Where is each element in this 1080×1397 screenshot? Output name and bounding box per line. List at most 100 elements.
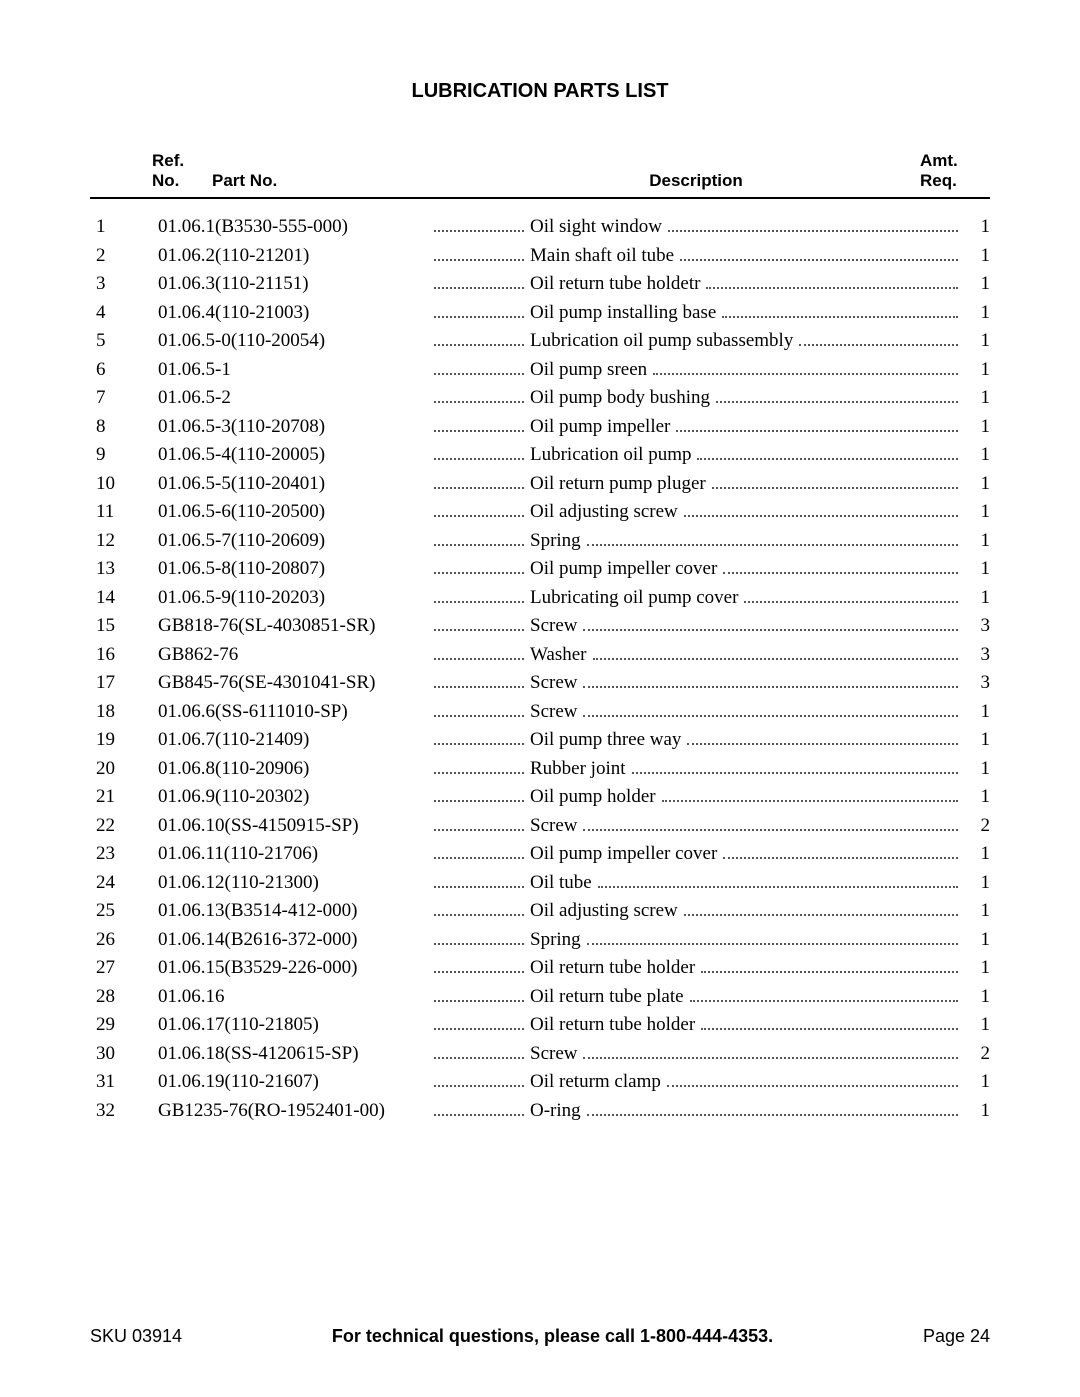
cell-description: Screw xyxy=(528,612,579,641)
header-amt-line2: Req. xyxy=(920,171,990,191)
page: LUBRICATION PARTS LIST Ref. No. Part No.… xyxy=(0,0,1080,1397)
cell-description: Screw xyxy=(528,669,579,698)
leader-dots-right xyxy=(723,562,958,574)
leader-dots-left xyxy=(434,533,524,545)
cell-part-no: 01.06.7(110-21409) xyxy=(158,726,430,755)
leader-dots-left xyxy=(434,334,524,346)
cell-description-wrap: Washer xyxy=(430,641,962,670)
table-row: 301.06.3(110-21151)Oil return tube holde… xyxy=(90,270,990,299)
cell-description-wrap: Lubrication oil pump subassembly xyxy=(430,327,962,356)
cell-ref: 16 xyxy=(90,641,158,670)
cell-ref: 15 xyxy=(90,612,158,641)
table-row: 601.06.5-1Oil pump sreen1 xyxy=(90,356,990,385)
cell-description-wrap: Screw xyxy=(430,698,962,727)
cell-description-wrap: Oil returm clamp xyxy=(430,1068,962,1097)
cell-amount: 1 xyxy=(962,783,990,812)
table-row: 2701.06.15(B3529-226-000)Oil return tube… xyxy=(90,954,990,983)
cell-description: Oil pump installing base xyxy=(528,299,718,328)
cell-part-no: 01.06.6(SS-6111010-SP) xyxy=(158,698,430,727)
cell-description: Main shaft oil tube xyxy=(528,242,676,271)
leader-dots-right xyxy=(723,847,958,859)
leader-dots-right xyxy=(667,1075,958,1087)
leader-dots-left xyxy=(434,761,524,773)
leader-dots-right xyxy=(799,334,958,346)
cell-amount: 1 xyxy=(962,413,990,442)
header-ref-line2: No. xyxy=(152,171,212,191)
table-row: 2101.06.9(110-20302)Oil pump holder1 xyxy=(90,783,990,812)
cell-amount: 1 xyxy=(962,327,990,356)
cell-description-wrap: Oil return tube holder xyxy=(430,954,962,983)
cell-ref: 22 xyxy=(90,812,158,841)
cell-description-wrap: Oil return tube plate xyxy=(430,983,962,1012)
table-row: 17GB845-76(SE-4301041-SR)Screw3 xyxy=(90,669,990,698)
header-ref: Ref. No. xyxy=(152,151,212,191)
cell-amount: 1 xyxy=(962,555,990,584)
cell-description: Oil sight window xyxy=(528,213,664,242)
cell-ref: 20 xyxy=(90,755,158,784)
cell-description: Oil pump impeller cover xyxy=(528,840,719,869)
cell-ref: 24 xyxy=(90,869,158,898)
leader-dots-left xyxy=(434,1075,524,1087)
leader-dots-right xyxy=(653,362,958,374)
leader-dots-left xyxy=(434,448,524,460)
cell-description: Oil return tube holdetr xyxy=(528,270,702,299)
table-row: 15GB818-76(SL-4030851-SR)Screw3 xyxy=(90,612,990,641)
cell-ref: 4 xyxy=(90,299,158,328)
cell-description-wrap: Lubrication oil pump xyxy=(430,441,962,470)
cell-part-no: 01.06.19(110-21607) xyxy=(158,1068,430,1097)
leader-dots-right xyxy=(587,932,958,944)
cell-part-no: 01.06.12(110-21300) xyxy=(158,869,430,898)
cell-ref: 6 xyxy=(90,356,158,385)
cell-amount: 3 xyxy=(962,612,990,641)
cell-part-no: 01.06.2(110-21201) xyxy=(158,242,430,271)
table-row: 1901.06.7(110-21409)Oil pump three way1 xyxy=(90,726,990,755)
cell-description-wrap: Rubber joint xyxy=(430,755,962,784)
cell-amount: 1 xyxy=(962,299,990,328)
table-row: 3001.06.18(SS-4120615-SP)Screw2 xyxy=(90,1040,990,1069)
leader-dots-left xyxy=(434,733,524,745)
table-row: 1301.06.5-8(110-20807)Oil pump impeller … xyxy=(90,555,990,584)
header-ref-line1: Ref. xyxy=(152,151,212,171)
table-row: 2501.06.13(B3514-412-000)Oil adjusting s… xyxy=(90,897,990,926)
cell-ref: 3 xyxy=(90,270,158,299)
leader-dots-left xyxy=(434,847,524,859)
cell-ref: 27 xyxy=(90,954,158,983)
leader-dots-left xyxy=(434,932,524,944)
cell-description-wrap: Oil adjusting screw xyxy=(430,498,962,527)
leader-dots-right xyxy=(687,733,958,745)
cell-ref: 10 xyxy=(90,470,158,499)
leader-dots-right xyxy=(706,277,958,289)
cell-ref: 21 xyxy=(90,783,158,812)
cell-part-no: 01.06.1(B3530-555-000) xyxy=(158,213,430,242)
cell-part-no: 01.06.13(B3514-412-000) xyxy=(158,897,430,926)
cell-description: Washer xyxy=(528,641,589,670)
cell-part-no: 01.06.9(110-20302) xyxy=(158,783,430,812)
leader-dots-right xyxy=(680,248,958,260)
leader-dots-right xyxy=(716,391,958,403)
leader-dots-left xyxy=(434,704,524,716)
leader-dots-right xyxy=(583,676,958,688)
cell-description: Spring xyxy=(528,527,583,556)
table-row: 2001.06.8(110-20906)Rubber joint1 xyxy=(90,755,990,784)
table-row: 1001.06.5-5(110-20401)Oil return pump pl… xyxy=(90,470,990,499)
leader-dots-right xyxy=(593,647,959,659)
leader-dots-left xyxy=(434,676,524,688)
cell-description-wrap: O-ring xyxy=(430,1097,962,1126)
leader-dots-left xyxy=(434,362,524,374)
leader-dots-left xyxy=(434,305,524,317)
cell-amount: 1 xyxy=(962,470,990,499)
cell-amount: 1 xyxy=(962,498,990,527)
cell-description-wrap: Screw xyxy=(430,612,962,641)
leader-dots-right xyxy=(668,220,958,232)
cell-ref: 5 xyxy=(90,327,158,356)
cell-ref: 2 xyxy=(90,242,158,271)
cell-description: Rubber joint xyxy=(528,755,628,784)
leader-dots-left xyxy=(434,391,524,403)
cell-part-no: 01.06.10(SS-4150915-SP) xyxy=(158,812,430,841)
leader-dots-right xyxy=(598,875,958,887)
cell-description-wrap: Screw xyxy=(430,669,962,698)
leader-dots-left xyxy=(434,1103,524,1115)
cell-description-wrap: Oil return pump pluger xyxy=(430,470,962,499)
cell-part-no: 01.06.5-8(110-20807) xyxy=(158,555,430,584)
cell-part-no: 01.06.11(110-21706) xyxy=(158,840,430,869)
